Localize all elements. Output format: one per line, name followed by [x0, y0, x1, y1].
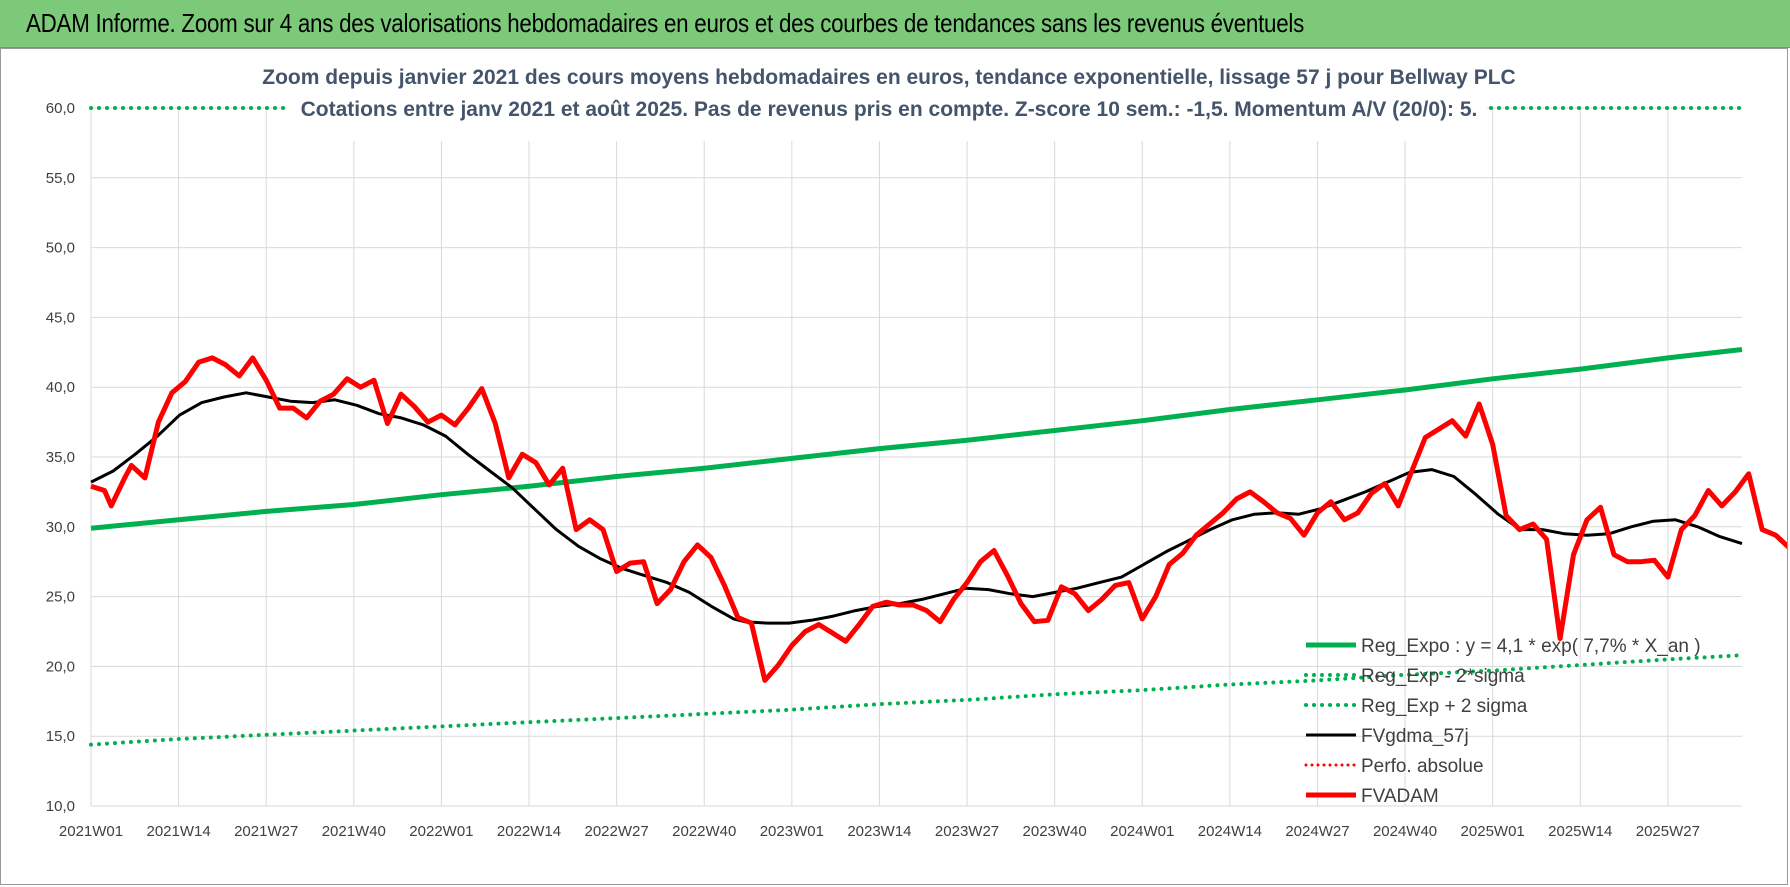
- y-tick-label: 60,0: [46, 100, 75, 117]
- page-title: ADAM Informe. Zoom sur 4 ans des valoris…: [26, 8, 1305, 38]
- x-tick-label: 2022W01: [409, 823, 473, 840]
- chart-subtitle-line1: Zoom depuis janvier 2021 des cours moyen…: [262, 66, 1515, 89]
- x-tick-label: 2025W14: [1548, 823, 1612, 840]
- series-fvadam: [90, 355, 1787, 683]
- x-tick-label: 2021W01: [59, 823, 123, 840]
- y-tick-label: 50,0: [46, 240, 75, 257]
- x-tick-label: 2022W40: [672, 823, 736, 840]
- x-tick-label: 2023W27: [935, 823, 999, 840]
- y-tick-label: 15,0: [46, 728, 75, 745]
- x-axis-ticks: 2021W01 2021W14 2021W27 2021W40 2022W01 2022W…: [59, 823, 1700, 840]
- line-chart: 10,0 15,0 20,0 25,0 30,0 35,0 40,0 45,0 50,0 55,0…: [46, 49, 1787, 840]
- x-tick-label: 2023W01: [760, 823, 824, 840]
- legend: Reg_Expo : y = 4,1 * exp( 7,7% * X_an ) R…: [1304, 636, 1701, 807]
- series-reg-expo: [90, 347, 1743, 531]
- x-tick-label: 2023W40: [1023, 823, 1087, 840]
- y-tick-label: 30,0: [46, 519, 75, 536]
- x-tick-label: 2025W01: [1461, 823, 1525, 840]
- x-tick-label: 2021W40: [322, 823, 386, 840]
- x-tick-label: 2024W01: [1110, 823, 1174, 840]
- y-tick-label: 25,0: [46, 589, 75, 606]
- y-tick-label: 45,0: [46, 309, 75, 326]
- legend-label: FVgdma_57j: [1361, 726, 1469, 747]
- x-tick-label: 2024W27: [1285, 823, 1349, 840]
- x-tick-label: 2024W14: [1198, 823, 1262, 840]
- x-tick-label: 2021W14: [146, 823, 210, 840]
- series-fvgdma-57j: [90, 391, 1743, 625]
- x-tick-label: 2022W27: [585, 823, 649, 840]
- y-tick-label: 35,0: [46, 449, 75, 466]
- legend-label: Reg_Exp - 2*sigma: [1361, 666, 1525, 687]
- x-tick-label: 2025W27: [1636, 823, 1700, 840]
- legend-label: FVADAM: [1361, 786, 1439, 807]
- y-tick-label: 40,0: [46, 379, 75, 396]
- chart-subtitle-line2: Cotations entre janv 2021 et août 2025. …: [301, 98, 1478, 121]
- y-tick-label: 10,0: [46, 798, 75, 815]
- x-tick-label: 2024W40: [1373, 823, 1437, 840]
- chart-frame: 10,0 15,0 20,0 25,0 30,0 35,0 40,0 45,0 50,0 55,0…: [0, 48, 1788, 885]
- y-tick-label: 55,0: [46, 170, 75, 187]
- legend-label: Reg_Exp + 2 sigma: [1361, 696, 1528, 717]
- y-axis-ticks: 10,0 15,0 20,0 25,0 30,0 35,0 40,0 45,0 50,0 55,0…: [46, 100, 75, 815]
- x-tick-label: 2023W14: [847, 823, 911, 840]
- legend-label: Reg_Expo : y = 4,1 * exp( 7,7% * X_an ): [1361, 636, 1701, 657]
- subtitle-background: [287, 49, 1487, 141]
- series-reg-exp-minus-2sigma: [89, 653, 1744, 747]
- legend-label: Perfo. absolue: [1361, 756, 1484, 777]
- x-tick-label: 2022W14: [497, 823, 561, 840]
- y-tick-label: 20,0: [46, 658, 75, 675]
- title-banner: ADAM Informe. Zoom sur 4 ans des valoris…: [0, 0, 1790, 48]
- x-tick-label: 2021W27: [234, 823, 298, 840]
